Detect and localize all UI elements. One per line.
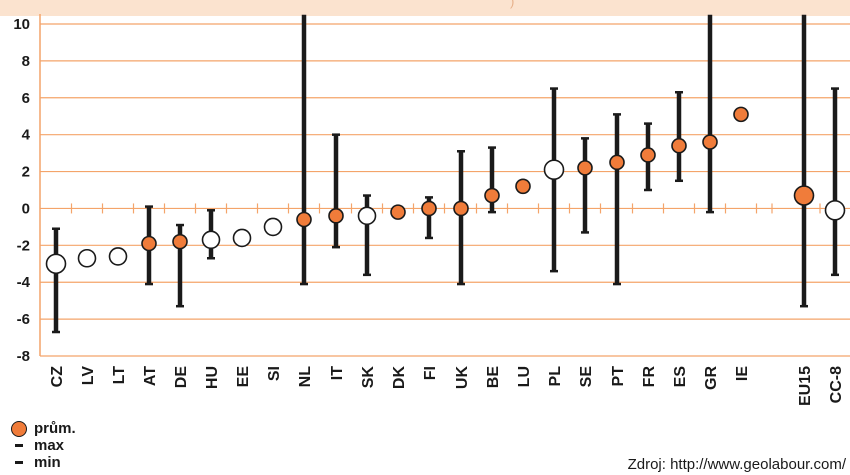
average-marker-si (263, 217, 283, 237)
y-tick-label: 2 (22, 164, 30, 181)
average-marker-fi (421, 200, 437, 217)
average-marker-fr (640, 147, 656, 163)
average-marker-lv (77, 248, 97, 268)
x-category-label: LU (516, 366, 533, 387)
average-markers (45, 106, 846, 275)
average-marker-at (141, 235, 157, 252)
x-category-label: CZ (49, 366, 66, 388)
average-marker-hu (201, 230, 221, 250)
x-category-label: UK (454, 366, 471, 390)
average-marker-de (172, 233, 188, 250)
legend-label-average: prům. (34, 420, 76, 437)
y-tick-label: 10 (13, 16, 30, 33)
source-note: Zdroj: http://www.geolabour.com/ (627, 456, 846, 473)
x-category-label: SK (360, 366, 377, 389)
legend: prům. max min (8, 420, 76, 471)
x-category-label: FI (422, 366, 439, 380)
x-category-label: EE (235, 366, 252, 388)
x-category-label: LT (111, 366, 128, 385)
average-marker-be (484, 187, 500, 204)
average-marker-cz (45, 253, 67, 275)
y-tick-labels: -8 -6 -4 -2 0 2 4 6 8 10 (13, 16, 30, 365)
y-tick-label: 8 (22, 53, 30, 70)
x-category-label: AT (142, 366, 159, 386)
x-category-label: NL (297, 366, 314, 388)
y-tick-label: -2 (17, 237, 30, 254)
axis-layer (39, 14, 821, 356)
y-tick-label: -4 (17, 274, 31, 291)
average-marker-uk (453, 200, 469, 217)
x-category-label: HU (204, 366, 221, 389)
average-marker-cc-8 (824, 199, 846, 221)
legend-label-max: max (34, 437, 65, 454)
average-marker-es (671, 137, 687, 154)
legend-item-average: prům. (8, 420, 76, 437)
y-tick-label: 0 (22, 200, 30, 217)
average-marker-eu15 (793, 185, 815, 206)
x-category-label: GR (703, 366, 720, 390)
average-marker-lt (108, 247, 128, 266)
grid-layer (40, 23, 850, 357)
max-tick-icon (15, 444, 23, 447)
legend-item-min: min (8, 454, 76, 471)
x-category-label: DE (173, 366, 190, 389)
x-category-label: CC-8 (828, 366, 845, 403)
x-category-label: DK (391, 366, 408, 390)
top-title-band: ) (0, 0, 850, 16)
orange-dot-icon (11, 420, 27, 437)
legend-label-min: min (34, 454, 61, 471)
average-marker-ie (733, 106, 749, 123)
average-marker-ee (232, 228, 252, 248)
range-bars (52, 14, 839, 334)
average-marker-pt (609, 154, 625, 171)
min-tick-icon (15, 461, 23, 464)
x-category-labels: CZ LV LT AT DE HU EE SI NL IT SK DK FI UK BE LU PL SE PT FR… (49, 366, 845, 406)
average-marker-sk (357, 206, 377, 226)
x-category-label: ES (672, 366, 689, 388)
y-tick-label: -6 (17, 311, 30, 328)
y-tick-label: 6 (22, 90, 30, 107)
x-category-label: FR (641, 366, 658, 388)
average-marker-it (328, 208, 344, 224)
x-category-label: IT (329, 366, 346, 380)
x-category-label: IE (734, 366, 751, 381)
average-marker-gr (702, 134, 718, 150)
y-tick-label: -8 (17, 348, 30, 365)
legend-item-max: max (8, 437, 76, 454)
x-category-label: EU15 (797, 366, 814, 406)
x-category-label: PL (547, 366, 564, 387)
x-category-label: SI (266, 366, 283, 381)
average-marker-nl (296, 211, 312, 228)
average-marker-dk (390, 204, 406, 220)
x-category-label: PT (610, 366, 627, 387)
x-category-label: SE (578, 366, 595, 388)
x-category-label: BE (485, 366, 502, 389)
y-tick-label: 4 (22, 127, 31, 144)
average-marker-se (577, 160, 593, 176)
x-category-label: LV (80, 366, 97, 386)
average-marker-pl (543, 159, 565, 181)
average-marker-lu (515, 178, 531, 195)
